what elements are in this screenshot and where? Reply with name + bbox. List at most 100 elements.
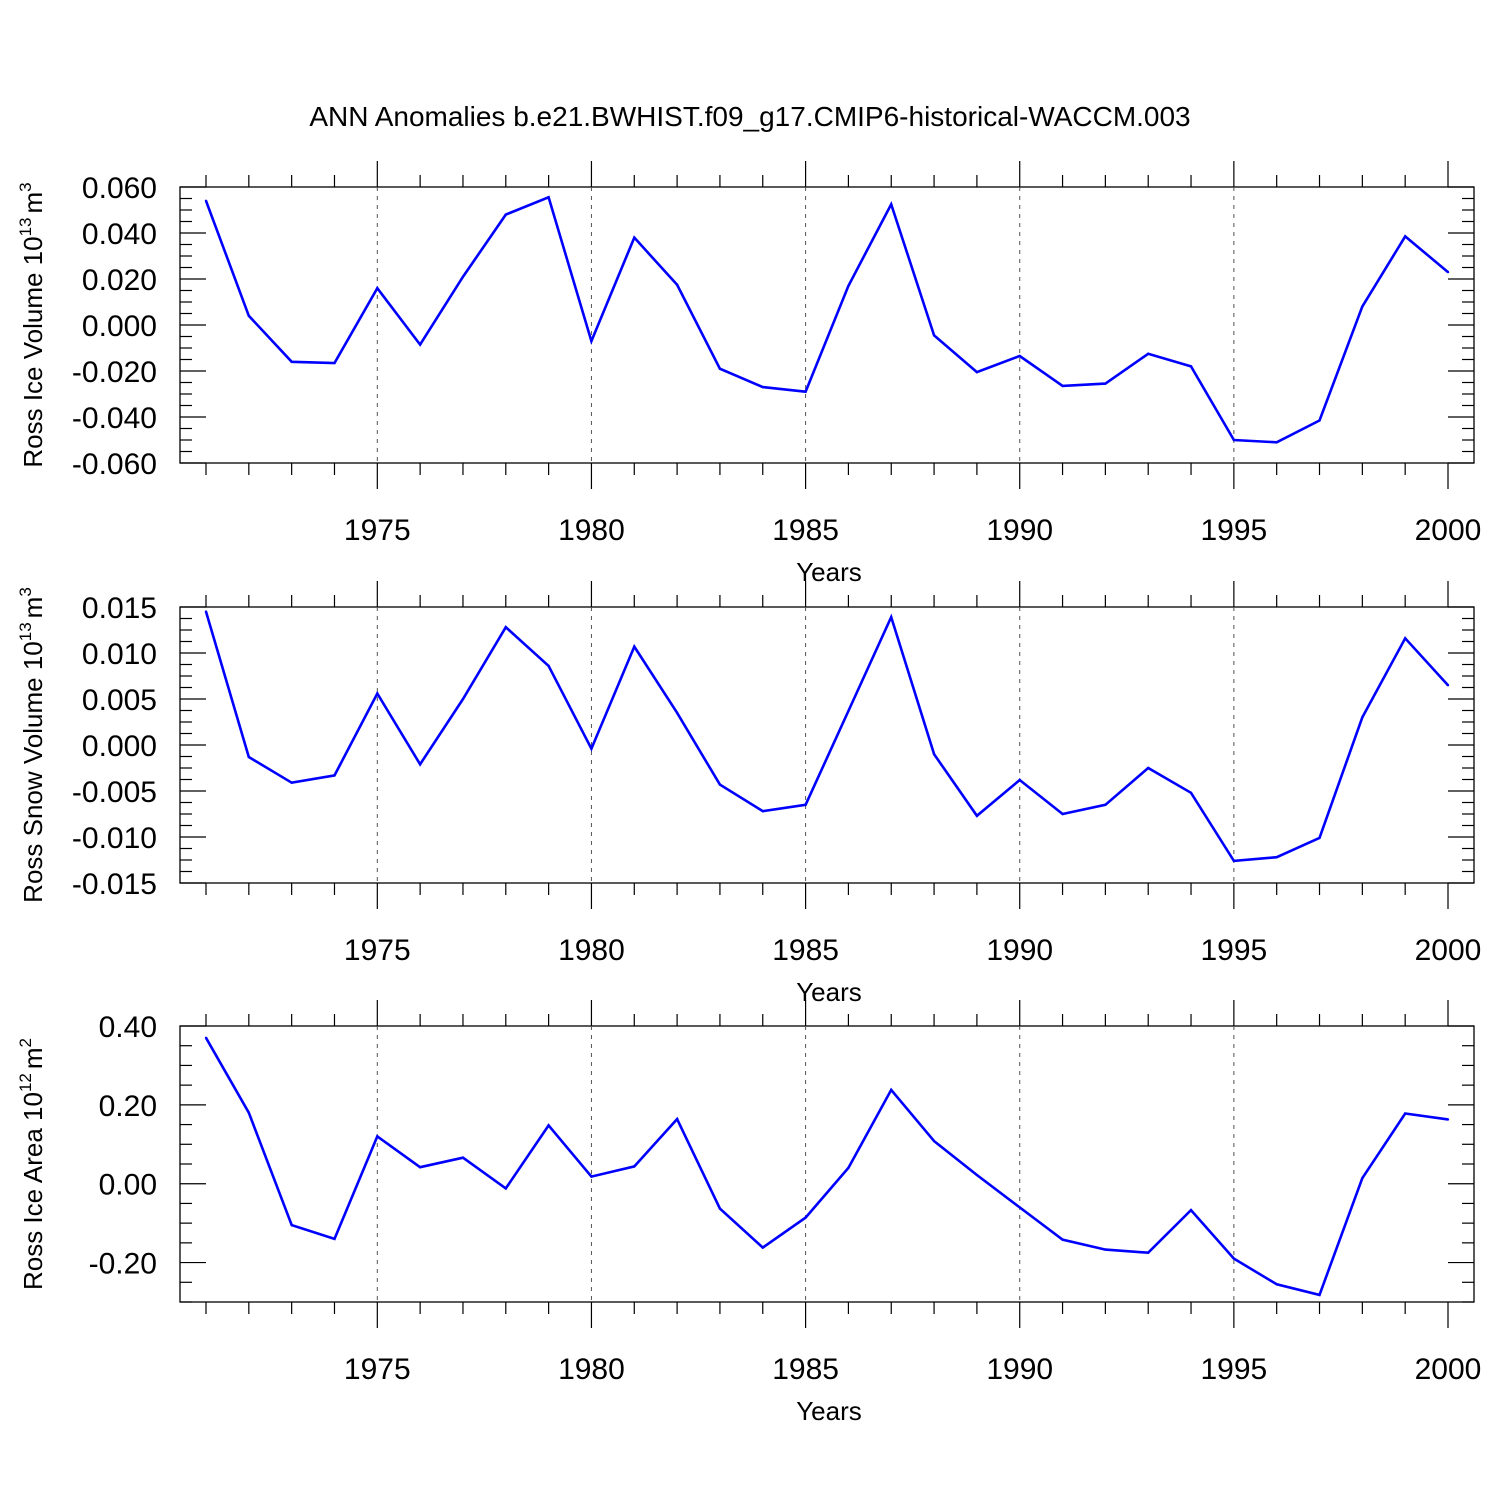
y-tick-label: 0.000 xyxy=(82,730,157,763)
x-tick-label: 1985 xyxy=(772,1353,839,1386)
data-point xyxy=(1446,1118,1450,1121)
ice-volume-panel: Ross Ice Volume 1013 m3 Years 0.060 0.040 0… xyxy=(16,161,1481,587)
data-point xyxy=(1232,1257,1236,1260)
x-tick-label: 1990 xyxy=(986,934,1053,967)
svg-text:Ross Snow Volume 1013m3: Ross Snow Volume 1013 m3 xyxy=(16,587,48,903)
x-tick-label: 1980 xyxy=(558,934,625,967)
ice-area-panel: Ross Ice Area 1012 m2 Years 0.40 0.20 0.00 -… xyxy=(16,1000,1481,1426)
y-tick-label: -0.040 xyxy=(72,402,157,435)
data-point xyxy=(290,781,293,784)
y-tick-label: 0.015 xyxy=(82,592,157,625)
data-point xyxy=(675,283,679,286)
data-point xyxy=(461,275,465,278)
y-tick-label: -0.020 xyxy=(72,356,157,389)
y-tick-label: 0.40 xyxy=(99,1011,157,1044)
data-point xyxy=(804,803,807,806)
data-point xyxy=(718,1207,722,1210)
data-point xyxy=(418,1165,422,1169)
data-point xyxy=(804,390,807,393)
data-point xyxy=(633,1165,636,1168)
data-point xyxy=(1361,1176,1364,1180)
y-tick-label: -0.015 xyxy=(72,868,157,901)
data-point xyxy=(247,755,251,759)
x-tick-label: 1985 xyxy=(772,514,839,547)
data-point xyxy=(504,626,507,629)
data-point xyxy=(633,645,636,648)
data-point xyxy=(1446,270,1450,274)
y-label-unit: m xyxy=(18,597,48,619)
data-point xyxy=(1189,791,1193,795)
data-point xyxy=(761,1246,764,1249)
y-label-unit-exponent: 3 xyxy=(16,587,35,596)
data-point xyxy=(975,1173,979,1177)
data-point xyxy=(333,774,336,777)
data-point xyxy=(1189,365,1193,368)
series-line xyxy=(204,195,1449,444)
series-line xyxy=(204,611,1449,863)
data-point xyxy=(247,314,251,317)
x-tick-label: 1990 xyxy=(986,514,1053,547)
plot-frame xyxy=(179,606,1475,884)
y-label-exponent: 13 xyxy=(16,622,35,641)
y-tick-label: 0.060 xyxy=(82,172,157,205)
data-point xyxy=(1318,836,1321,840)
y-tick-label: 0.000 xyxy=(82,310,157,343)
data-point xyxy=(1232,438,1236,442)
data-point xyxy=(1403,235,1407,238)
data-point xyxy=(247,1111,251,1114)
y-tick-label: -0.005 xyxy=(72,776,157,809)
data-point xyxy=(547,1124,550,1127)
data-point xyxy=(1275,856,1278,859)
x-tick-label: 2000 xyxy=(1415,1353,1482,1386)
y-label-main: Ross Ice Area 10 xyxy=(18,1092,48,1290)
plot-frame xyxy=(179,186,1475,464)
x-tick-label: 1975 xyxy=(344,514,411,547)
data-point xyxy=(975,814,979,818)
data-point xyxy=(718,367,722,370)
data-point xyxy=(418,763,422,766)
y-tick-label: 0.020 xyxy=(82,264,157,297)
plot-frame xyxy=(179,1025,1475,1303)
data-point xyxy=(333,1237,336,1241)
x-tick-label: 1995 xyxy=(1200,934,1267,967)
x-axis-label: Years xyxy=(796,1396,862,1426)
x-tick-label: 2000 xyxy=(1415,514,1482,547)
data-point xyxy=(376,287,379,290)
data-point xyxy=(376,1135,379,1138)
data-point xyxy=(290,1223,293,1227)
data-point xyxy=(1232,859,1236,863)
data-point xyxy=(932,753,936,756)
data-point xyxy=(547,664,550,668)
y-label-unit: m xyxy=(18,192,48,214)
data-point xyxy=(1275,441,1278,444)
data-point xyxy=(847,709,850,713)
y-label-main: Ross Snow Volume 10 xyxy=(18,641,48,903)
data-point xyxy=(204,610,208,613)
y-tick-label: 0.040 xyxy=(82,218,157,251)
figure-title: ANN Anomalies b.e21.BWHIST.f09_g17.CMIP6… xyxy=(309,101,1190,132)
data-point xyxy=(1318,1293,1321,1297)
data-point xyxy=(1147,1251,1150,1254)
data-point xyxy=(1318,419,1321,422)
data-point xyxy=(761,385,764,389)
data-point xyxy=(1446,684,1450,687)
x-tick-label: 1990 xyxy=(986,1353,1053,1386)
data-point xyxy=(1018,1206,1021,1209)
data-point xyxy=(590,747,593,750)
data-point xyxy=(1104,1248,1107,1251)
data-point xyxy=(1361,305,1364,308)
data-point xyxy=(1403,637,1407,640)
data-point xyxy=(932,1139,936,1143)
x-tick-label: 1975 xyxy=(344,934,411,967)
data-point xyxy=(1189,1208,1193,1212)
y-tick-label: 0.20 xyxy=(99,1090,157,1123)
x-axis-label: Years xyxy=(796,557,862,587)
data-point xyxy=(633,236,636,239)
data-point xyxy=(504,1187,507,1190)
y-label-exponent: 13 xyxy=(16,217,35,236)
data-point xyxy=(804,1216,807,1219)
svg-text:Ross Ice Volume 1013m3: Ross Ice Volume 1013 m3 xyxy=(16,182,48,467)
data-point xyxy=(590,1175,593,1178)
data-point xyxy=(590,339,593,343)
